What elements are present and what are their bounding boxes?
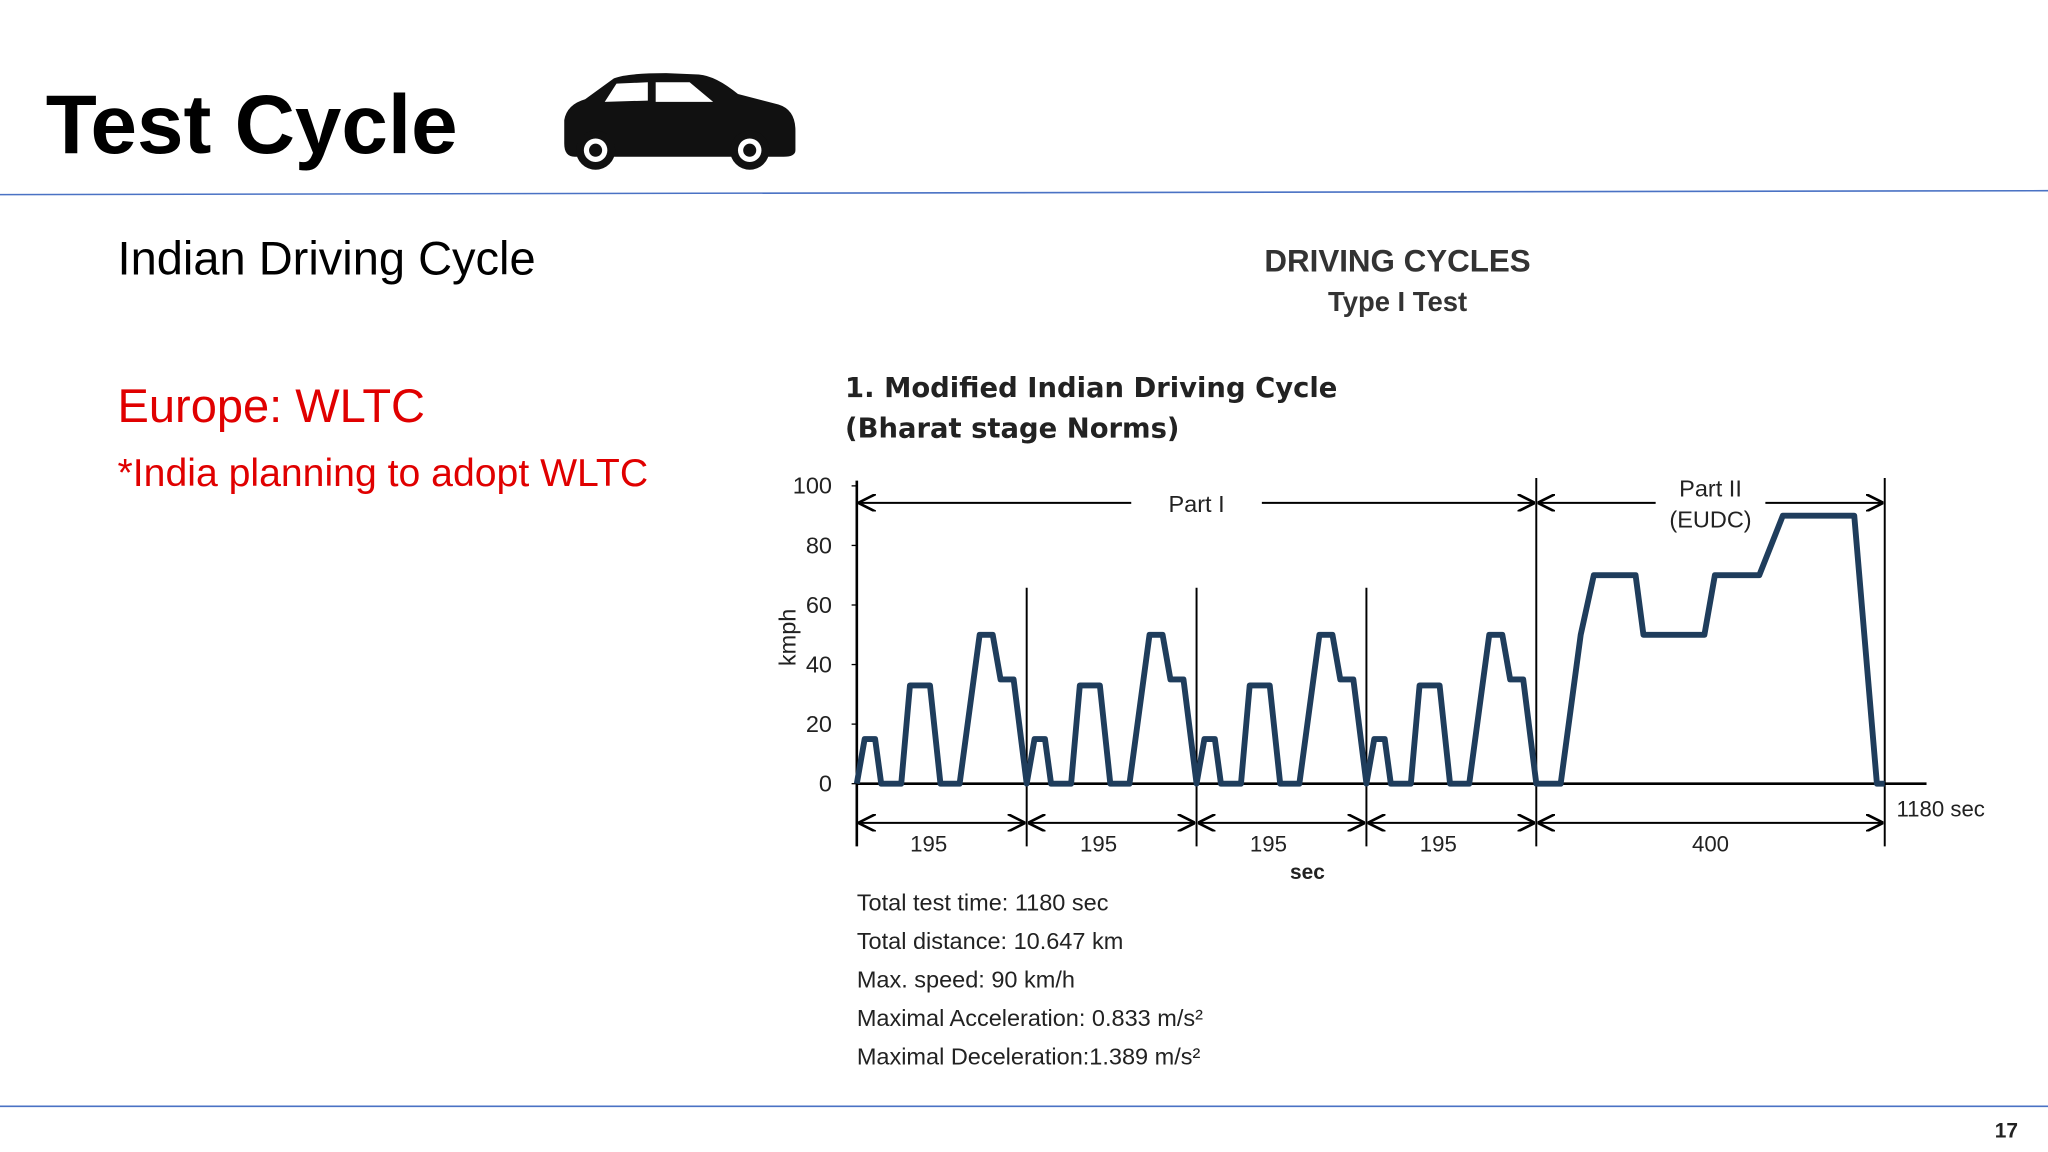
chart-title: 1. Modified Indian Driving Cycle: [845, 373, 1337, 404]
figure-note: Total distance: 10.647 km: [857, 928, 1124, 954]
figure-heading: DRIVING CYCLES: [1264, 244, 1530, 279]
y-tick-label: 80: [806, 532, 832, 558]
y-tick-label: 20: [806, 711, 832, 737]
header-rule: [0, 189, 2048, 196]
chart-subtitle: (Bharat stage Norms): [845, 414, 1179, 445]
y-tick-label: 60: [806, 592, 832, 618]
figure-note: Total test time: 1180 sec: [857, 889, 1109, 915]
figure-note: Max. speed: 90 km/h: [857, 966, 1075, 992]
y-tick-label: 100: [793, 473, 832, 499]
x-end-label: 1180 sec: [1896, 796, 1984, 821]
y-tick-label: 40: [806, 651, 832, 677]
slide-title: Test Cycle: [46, 77, 458, 171]
segment-label: 195: [910, 832, 947, 857]
figure-note: Maximal Acceleration: 0.833 m/s²: [857, 1005, 1203, 1031]
segment-label: 195: [1080, 832, 1117, 857]
part-label: (EUDC): [1669, 507, 1751, 533]
speed-line: [853, 512, 1885, 787]
figure-subheading: Type I Test: [1328, 286, 1467, 317]
segment-label: 400: [1692, 832, 1729, 857]
page-number: 17: [1995, 1120, 2018, 1143]
y-axis-label: kmph: [774, 609, 800, 666]
segment-label: 195: [1250, 832, 1287, 857]
part-label: Part II: [1679, 475, 1742, 501]
x-axis-label: sec: [1290, 861, 1325, 884]
highlight: Europe: WLTC: [118, 379, 425, 432]
segment-label: 195: [1420, 832, 1457, 857]
subtitle: Indian Driving Cycle: [118, 231, 536, 284]
part-label: Part I: [1168, 491, 1224, 517]
y-tick-label: 0: [819, 771, 832, 797]
car-icon: [564, 73, 796, 170]
note: *India planning to adopt WLTC: [118, 452, 649, 495]
figure-note: Maximal Deceleration:1.389 m/s²: [857, 1043, 1201, 1069]
